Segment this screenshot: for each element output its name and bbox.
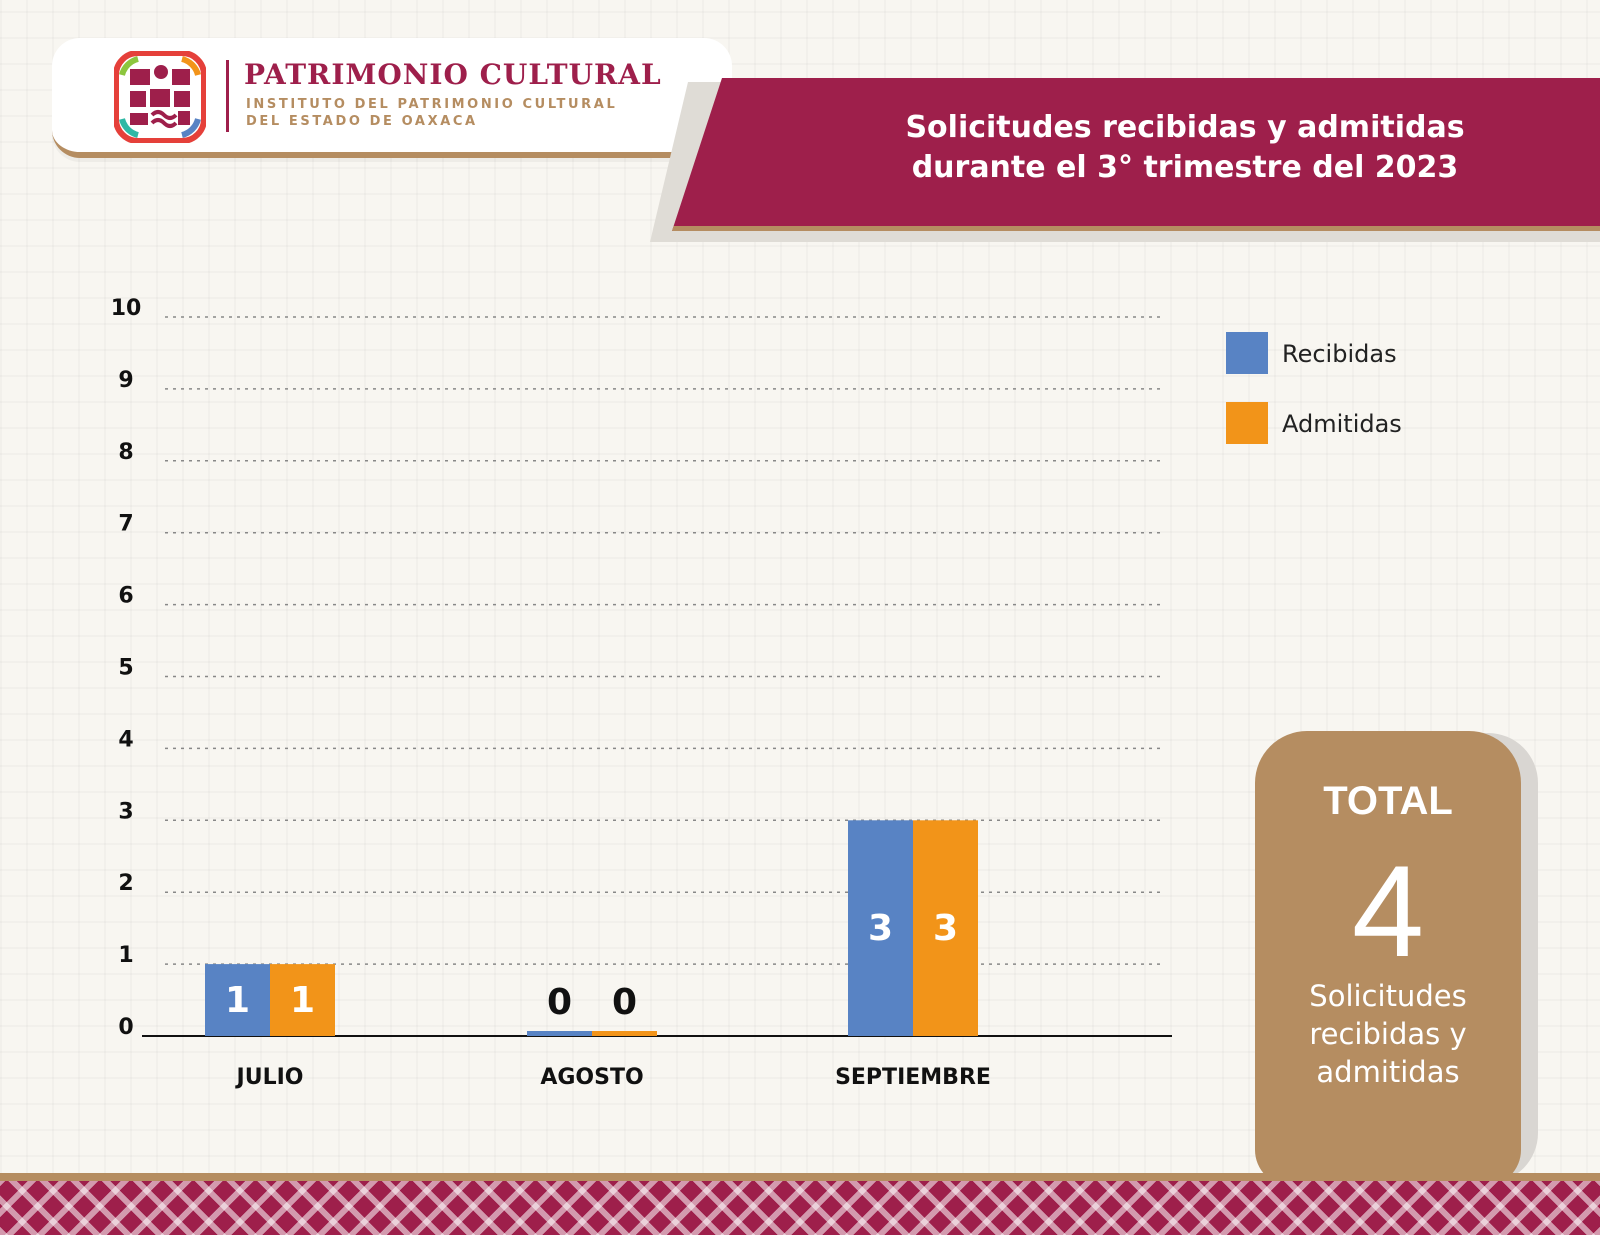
- y-tick-label: 4: [118, 727, 133, 752]
- y-tick-label: 10: [111, 296, 142, 321]
- data-label: 3: [868, 908, 893, 949]
- logo-divider: [226, 60, 229, 132]
- logo-subtitle-line-1: INSTITUTO DEL PATRIMONIO CULTURAL: [246, 97, 618, 112]
- data-label: 0: [547, 982, 572, 1023]
- page-title-line-1: Solicitudes recibidas y admitidas: [905, 110, 1465, 145]
- y-tick-label: 2: [118, 871, 133, 896]
- legend-swatch-admitidas: [1226, 402, 1268, 444]
- total-description: Solicitudes recibidas y admitidas: [1309, 979, 1467, 1089]
- bar-recibidas-septiembre: [848, 820, 913, 1036]
- logo-subtitle-line-2: DEL ESTADO DE OAXACA: [246, 114, 478, 129]
- y-tick-label: 3: [118, 799, 133, 824]
- total-card: TOTAL 4 Solicitudes recibidas y admitida…: [1255, 731, 1521, 1186]
- legend-swatch-recibidas: [1226, 332, 1268, 374]
- data-label: 3: [933, 908, 958, 949]
- y-tick-label: 6: [118, 584, 133, 609]
- y-tick-label: 9: [118, 368, 133, 393]
- bar-admitidas-julio: [270, 964, 335, 1036]
- y-tick-label: 1: [118, 943, 133, 968]
- x-category-label: SEPTIEMBRE: [835, 1065, 991, 1090]
- y-tick-label: 8: [118, 440, 133, 465]
- bar-recibidas-agosto: [527, 1031, 592, 1036]
- total-value: 4: [1351, 838, 1425, 984]
- legend-label-recibidas: Recibidas: [1282, 340, 1397, 368]
- x-category-label: JULIO: [235, 1065, 304, 1090]
- y-tick-label: 0: [118, 1015, 133, 1040]
- x-category-label: AGOSTO: [540, 1065, 643, 1090]
- bar-admitidas-septiembre: [913, 820, 978, 1036]
- legend-label-admitidas: Admitidas: [1282, 410, 1402, 438]
- patrimonio-logo-icon: [114, 51, 206, 143]
- logo-subtitle: INSTITUTO DEL PATRIMONIO CULTURAL DEL ES…: [246, 96, 617, 130]
- bar-recibidas-julio: [205, 964, 270, 1036]
- logo-title: PATRIMONIO CULTURAL: [244, 58, 662, 91]
- logo-card: PATRIMONIO CULTURAL INSTITUTO DEL PATRIM…: [52, 38, 732, 158]
- y-tick-label: 7: [118, 512, 133, 537]
- page-title-line-2: durante el 3° trimestre del 2023: [911, 150, 1459, 185]
- y-tick-label: 5: [118, 656, 133, 681]
- data-label: 1: [225, 980, 250, 1021]
- footer-divider: [0, 1173, 1600, 1181]
- bar-admitidas-agosto: [592, 1031, 657, 1036]
- footer-pattern: [0, 1181, 1600, 1235]
- total-label: TOTAL: [1323, 779, 1453, 823]
- data-label: 1: [290, 980, 315, 1021]
- title-banner: [672, 78, 1600, 231]
- data-label: 0: [612, 982, 637, 1023]
- page-title: Solicitudes recibidas y admitidas durant…: [840, 108, 1530, 188]
